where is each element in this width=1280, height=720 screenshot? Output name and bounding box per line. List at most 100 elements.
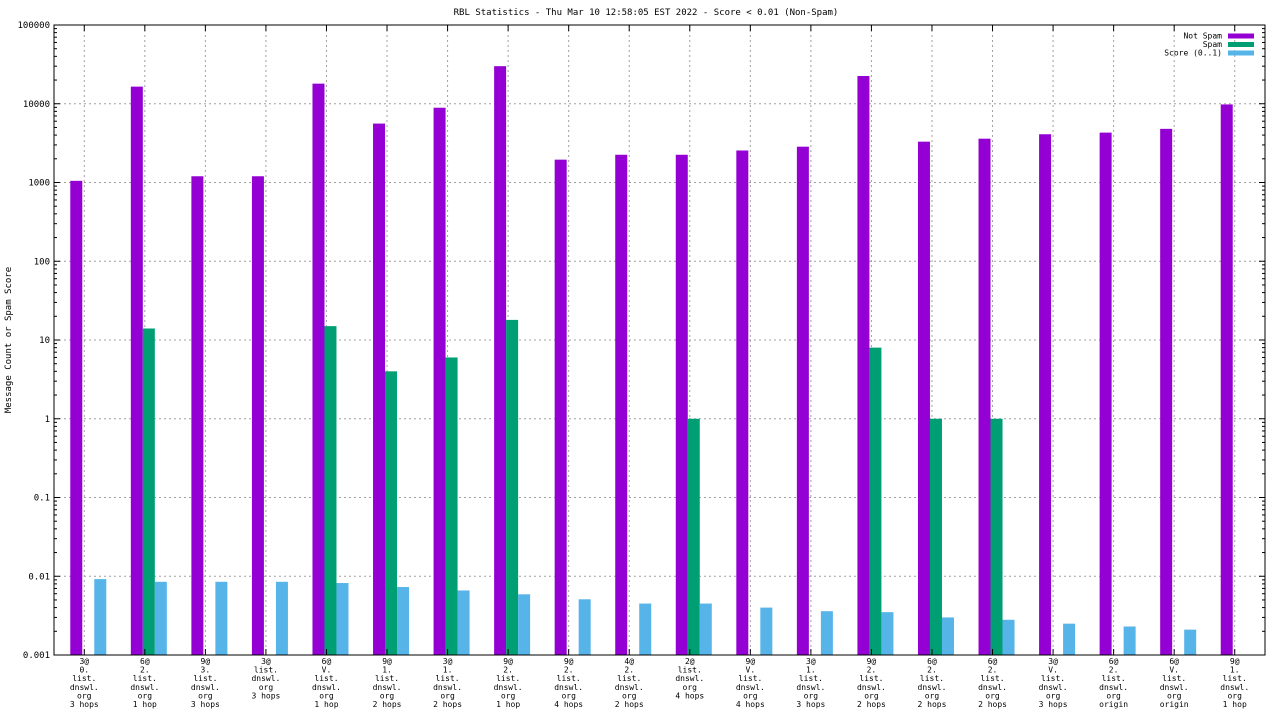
- x-tick-label: 3@ V. list. dnswl. org 3 hops: [1039, 657, 1068, 709]
- y-tick-label: 0.1: [34, 494, 50, 504]
- bar: [506, 319, 519, 655]
- x-tick-label-line: 6@: [988, 657, 998, 666]
- x-tick-label-line: dnswl.: [433, 683, 462, 692]
- x-tick-label-line: 3@: [806, 657, 816, 666]
- x-tick-label-line: dnswl.: [918, 683, 947, 692]
- bar: [675, 154, 688, 655]
- bar: [941, 617, 954, 655]
- x-tick-label-line: org: [259, 683, 274, 692]
- bar: [736, 150, 749, 655]
- x-tick-label-line: list.: [133, 674, 157, 683]
- x-tick-label-line: 2.: [1109, 666, 1119, 675]
- legend-label: Score (0..1): [1164, 49, 1222, 58]
- bar: [639, 603, 652, 655]
- bar: [881, 612, 894, 655]
- x-tick-label: 9@ 2. list. dnswl. org 4 hops: [554, 657, 583, 709]
- x-tick-label-line: dnswl.: [70, 683, 99, 692]
- bar: [1220, 104, 1233, 656]
- x-tick-label-line: 3 hops: [251, 691, 280, 700]
- x-tick-label-line: 3@: [1048, 657, 1058, 666]
- x-tick-label: 9@ 1. list. dnswl. org 1 hop: [1220, 657, 1249, 709]
- x-tick-label-line: 4 hops: [554, 700, 583, 709]
- x-tick-label: 3@ list. dnswl. org 3 hops: [251, 657, 280, 700]
- legend-swatch: [1228, 50, 1254, 56]
- bar: [857, 76, 870, 655]
- x-tick-label-line: list.: [314, 674, 338, 683]
- x-tick-label: 4@ 2. list. dnswl. org 2 hops: [615, 657, 644, 709]
- bar: [94, 579, 107, 655]
- x-tick-label-line: list.: [1223, 674, 1247, 683]
- x-tick-label-line: org: [1106, 691, 1121, 700]
- x-tick-label-line: dnswl.: [615, 683, 644, 692]
- bars: [70, 66, 1233, 656]
- x-tick-label: 9@ V. list. dnswl. org 4 hops: [736, 657, 765, 709]
- x-tick-label: 3@ 1. list. dnswl. org 2 hops: [433, 657, 462, 709]
- x-tick-label-line: org: [1227, 691, 1242, 700]
- x-tick-label-line: V.: [1048, 666, 1058, 675]
- x-tick-label-line: org: [198, 691, 213, 700]
- y-tick-label: 0.01: [28, 572, 50, 582]
- x-tick-label-line: 2 hops: [615, 700, 644, 709]
- x-tick-label: 9@ 2. list. dnswl. org 1 hop: [494, 657, 523, 709]
- bar: [796, 146, 809, 655]
- y-axis-label: Message Count or Spam Score: [4, 267, 14, 413]
- legend-label: Not Spam: [1183, 32, 1222, 41]
- x-tick-label-line: 2.: [867, 666, 877, 675]
- x-tick-label-line: org: [864, 691, 879, 700]
- x-tick-label: 2@ list. dnswl. org 4 hops: [675, 657, 704, 700]
- x-tick-label-line: org: [77, 691, 92, 700]
- x-tick-label-line: 1.: [443, 666, 453, 675]
- x-tick-label-line: 9@: [382, 657, 392, 666]
- chart-title: RBL Statistics - Thu Mar 10 12:58:05 EST…: [454, 8, 839, 18]
- x-tick-label: 3@ 0. list. dnswl. org 3 hops: [70, 657, 99, 709]
- y-tick-label: 100000: [17, 21, 50, 31]
- x-tick-label-line: dnswl.: [1039, 683, 1068, 692]
- bar: [70, 180, 83, 655]
- bar: [615, 154, 628, 655]
- x-tick-label-line: list.: [1102, 674, 1126, 683]
- x-tick-label-line: 2.: [140, 666, 150, 675]
- x-tick-label-line: 9@: [201, 657, 211, 666]
- x-tick-label-line: org: [804, 691, 819, 700]
- bar: [324, 326, 337, 655]
- y-tick-label: 100: [34, 257, 50, 267]
- bar: [990, 418, 1003, 655]
- x-tick-label-line: 2.: [564, 666, 574, 675]
- x-tick-label-line: dnswl.: [857, 683, 886, 692]
- x-tick-label-line: list.: [980, 674, 1004, 683]
- bar: [978, 138, 991, 656]
- x-tick-label-line: 9@: [503, 657, 513, 666]
- bar: [251, 176, 264, 656]
- bar: [154, 581, 167, 655]
- x-tick-label-line: 2 hops: [857, 700, 886, 709]
- x-tick-label-line: list.: [859, 674, 883, 683]
- x-tick-label-line: 9@: [746, 657, 756, 666]
- x-tick-label: 9@ 3. list. dnswl. org 3 hops: [191, 657, 220, 709]
- x-tick-label-line: org: [925, 691, 940, 700]
- x-tick-label-line: org: [683, 683, 698, 692]
- x-tick-label: 6@ 2. list. dnswl. org 2 hops: [978, 657, 1007, 709]
- legend-label: Spam: [1203, 40, 1222, 49]
- y-tick-label: 1000: [28, 179, 50, 189]
- x-tick-label: 6@ 2. list. dnswl. org origin: [1099, 657, 1128, 709]
- x-tick-label-line: dnswl.: [554, 683, 583, 692]
- x-tick-label-line: org: [985, 691, 1000, 700]
- x-tick-label-line: 2 hops: [433, 700, 462, 709]
- bar: [518, 594, 531, 655]
- x-tick-label: 6@ 2. list. dnswl. org 2 hops: [918, 657, 947, 709]
- bar: [142, 328, 155, 655]
- bar: [820, 611, 833, 655]
- x-tick-label-line: 2.: [988, 666, 998, 675]
- y-tick-label: 1: [45, 415, 50, 425]
- x-tick-label-line: dnswl.: [494, 683, 523, 692]
- x-tick-label: 9@ 1. list. dnswl. org 2 hops: [373, 657, 402, 709]
- x-tick-label-line: 6@: [927, 657, 937, 666]
- x-tick-label-line: list.: [799, 674, 823, 683]
- x-tick-label-line: 3.: [201, 666, 211, 675]
- x-tick-label-line: list.: [72, 674, 96, 683]
